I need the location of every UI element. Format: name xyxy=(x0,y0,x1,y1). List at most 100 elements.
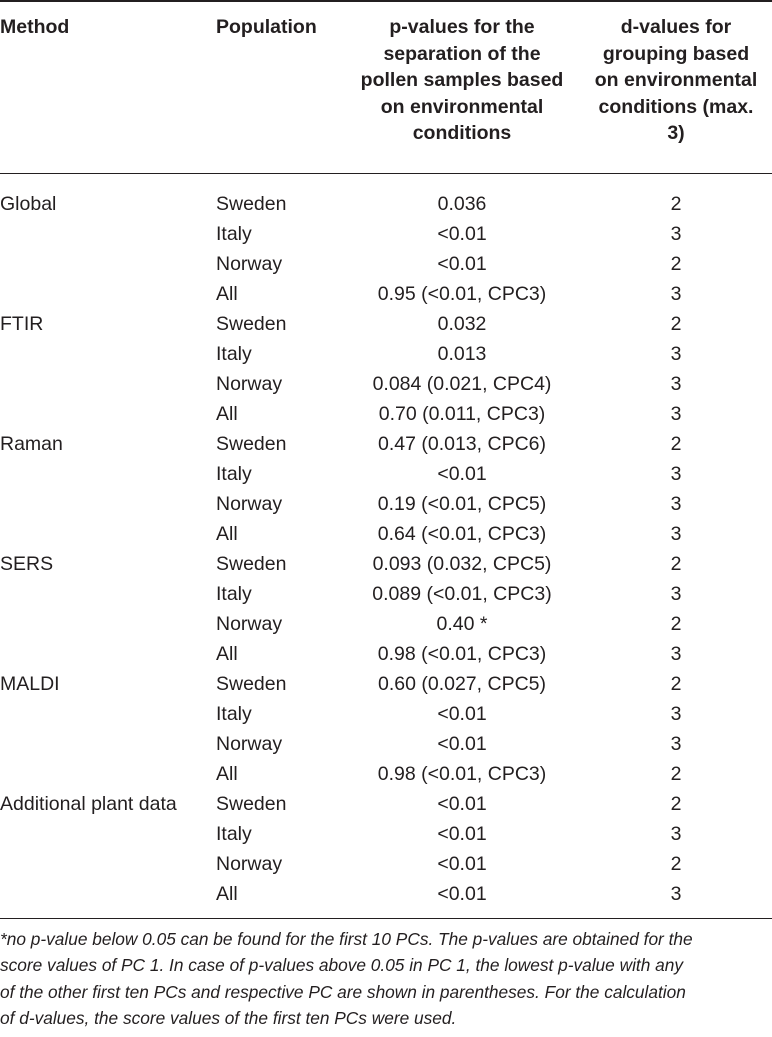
p-value-cell: 0.036 xyxy=(437,193,487,215)
population-cell: Sweden xyxy=(216,793,287,815)
table-row: MALDI Sweden 0.60 (0.027, CPC5) 2 xyxy=(0,669,772,699)
p-value-cell: <0.01 xyxy=(437,463,487,485)
header-d-line: grouping based xyxy=(602,42,750,65)
d-value-cell: 2 xyxy=(670,853,682,875)
p-value-cell: 0.084 (0.021, CPC4) xyxy=(372,373,552,395)
d-value-cell: 3 xyxy=(670,643,682,665)
header-p-line: p-values for the xyxy=(389,16,535,38)
table-row: All 0.98 (<0.01, CPC3) 2 xyxy=(0,759,772,789)
table-row: All 0.64 (<0.01, CPC3) 3 xyxy=(0,519,772,549)
table-row: All 0.98 (<0.01, CPC3) 3 xyxy=(0,639,772,669)
header-d-line: conditions (max. xyxy=(598,95,754,118)
header-d-line: on environmental xyxy=(594,69,758,91)
footnote-line: of the other first ten PCs and respectiv… xyxy=(0,981,686,1002)
population-cell: Italy xyxy=(216,823,252,845)
population-cell: Norway xyxy=(216,373,283,395)
header-p-line: separation of the xyxy=(383,42,541,65)
population-cell: All xyxy=(216,403,238,425)
table-row: Italy <0.01 3 xyxy=(0,219,772,249)
p-value-cell: <0.01 xyxy=(437,223,487,245)
p-value-cell: <0.01 xyxy=(437,703,487,725)
population-cell: Norway xyxy=(216,253,283,275)
population-cell: Italy xyxy=(216,343,252,365)
footnote: *no p-value below 0.05 can be found for … xyxy=(0,926,772,1032)
table-row: Additional plant data Sweden <0.01 2 xyxy=(0,789,772,819)
d-value-cell: 3 xyxy=(670,523,682,545)
p-value-cell: 0.093 (0.032, CPC5) xyxy=(372,553,552,575)
p-value-cell: <0.01 xyxy=(437,793,487,815)
d-value-cell: 2 xyxy=(670,673,682,695)
header-p-line: on environmental xyxy=(380,95,544,118)
table-row: All 0.70 (0.011, CPC3) 3 xyxy=(0,399,772,429)
p-value-cell: 0.98 (<0.01, CPC3) xyxy=(377,643,547,665)
header-d-line: 3) xyxy=(667,122,685,144)
bottom-rule xyxy=(0,918,772,919)
d-value-cell: 3 xyxy=(670,223,682,245)
table-row: Italy <0.01 3 xyxy=(0,459,772,489)
d-value-cell: 3 xyxy=(670,403,682,425)
table-row: Italy 0.089 (<0.01, CPC3) 3 xyxy=(0,579,772,609)
d-value-cell: 3 xyxy=(670,583,682,605)
table-row: Norway 0.40 * 2 xyxy=(0,609,772,639)
header-p-values: p-values for the separation of the polle… xyxy=(338,14,586,147)
header-p-line: conditions xyxy=(412,122,512,144)
d-value-cell: 3 xyxy=(670,823,682,845)
table-row: Norway 0.19 (<0.01, CPC5) 3 xyxy=(0,489,772,519)
population-cell: Norway xyxy=(216,853,283,875)
d-value-cell: 2 xyxy=(670,553,682,575)
method-cell: FTIR xyxy=(0,313,44,335)
population-cell: Italy xyxy=(216,463,252,485)
d-value-cell: 2 xyxy=(670,613,682,635)
p-value-cell: 0.40 * xyxy=(436,613,488,635)
p-value-cell: <0.01 xyxy=(437,733,487,755)
p-value-cell: <0.01 xyxy=(437,253,487,275)
population-cell: Norway xyxy=(216,493,283,515)
p-value-cell: 0.60 (0.027, CPC5) xyxy=(377,673,546,695)
population-cell: Italy xyxy=(216,583,252,605)
table-row: Norway 0.084 (0.021, CPC4) 3 xyxy=(0,369,772,399)
p-value-cell: <0.01 xyxy=(437,823,487,845)
d-value-cell: 2 xyxy=(670,433,682,455)
header-d-values: d-values for grouping based on environme… xyxy=(582,14,770,147)
population-cell: All xyxy=(216,763,238,785)
d-value-cell: 2 xyxy=(670,763,682,785)
method-cell: Raman xyxy=(0,433,63,455)
table-row: SERS Sweden 0.093 (0.032, CPC5) 2 xyxy=(0,549,772,579)
table-row: Norway <0.01 2 xyxy=(0,849,772,879)
table-row: FTIR Sweden 0.032 2 xyxy=(0,309,772,339)
population-cell: Italy xyxy=(216,703,252,725)
p-value-cell: 0.47 (0.013, CPC6) xyxy=(377,433,546,455)
p-value-cell: 0.70 (0.011, CPC3) xyxy=(378,403,546,425)
d-value-cell: 3 xyxy=(670,373,682,395)
d-value-cell: 3 xyxy=(670,493,682,515)
table-row: Italy <0.01 3 xyxy=(0,819,772,849)
d-value-cell: 3 xyxy=(670,703,682,725)
method-cell: Additional plant data xyxy=(0,793,177,815)
population-cell: Sweden xyxy=(216,313,287,335)
p-value-cell: 0.95 (<0.01, CPC3) xyxy=(377,283,547,305)
table-row: Italy <0.01 3 xyxy=(0,699,772,729)
table-row: Norway <0.01 3 xyxy=(0,729,772,759)
d-value-cell: 3 xyxy=(670,883,682,905)
d-value-cell: 3 xyxy=(670,733,682,755)
top-rule xyxy=(0,0,772,2)
p-value-cell: 0.013 xyxy=(437,343,487,365)
p-value-cell: 0.032 xyxy=(437,313,487,335)
table-body: Global Sweden 0.036 2 Italy <0.01 3 Norway <0.01… xyxy=(0,189,772,909)
footnote-line: of d-values, the score values of the fir… xyxy=(0,1008,457,1029)
d-value-cell: 2 xyxy=(670,313,682,335)
p-value-cell: <0.01 xyxy=(437,883,487,905)
footnote-line: score values of PC 1. In case of p-value… xyxy=(0,955,683,976)
d-value-cell: 2 xyxy=(670,793,682,815)
method-cell: Global xyxy=(0,193,57,215)
population-cell: All xyxy=(216,523,238,545)
footnote-line: *no p-value below 0.05 can be found for … xyxy=(0,929,693,949)
population-cell: Sweden xyxy=(216,433,287,455)
d-value-cell: 3 xyxy=(670,283,682,305)
population-cell: Norway xyxy=(216,613,283,635)
d-value-cell: 2 xyxy=(670,253,682,275)
method-cell: SERS xyxy=(0,553,54,575)
p-value-cell: 0.98 (<0.01, CPC3) xyxy=(377,763,547,785)
population-cell: Sweden xyxy=(216,673,287,695)
